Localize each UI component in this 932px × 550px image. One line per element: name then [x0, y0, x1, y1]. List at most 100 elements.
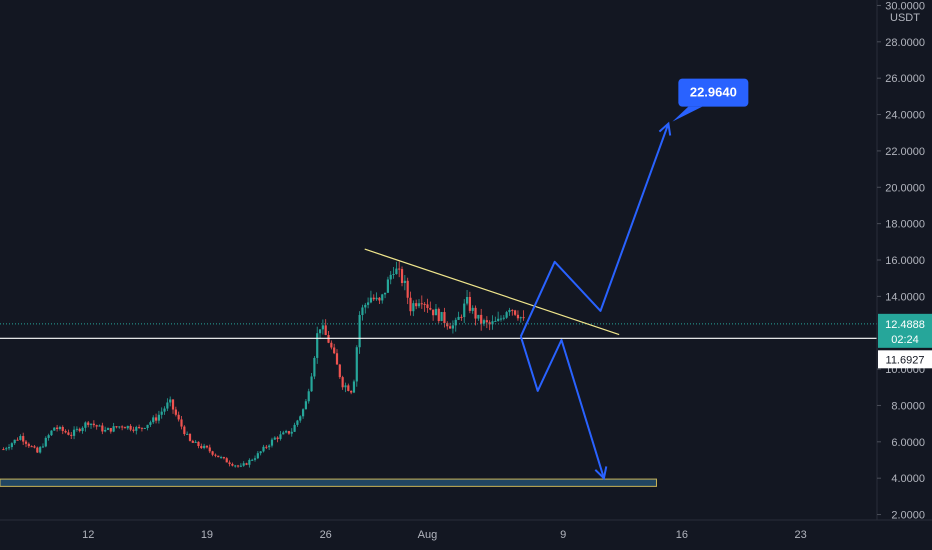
horizontal-level-value: 11.6927 [886, 354, 925, 366]
candle-body [166, 402, 169, 409]
candle-body [58, 426, 62, 430]
candle-body [522, 317, 525, 319]
candle-body [341, 377, 344, 388]
candle-body [499, 318, 503, 320]
x-tick-label: 12 [82, 529, 94, 541]
candle-body [197, 441, 200, 447]
candle-body [443, 312, 446, 324]
candle-body [330, 342, 333, 348]
candle-body [5, 448, 8, 450]
price-axis-background [877, 0, 932, 520]
candle-body [217, 455, 220, 458]
y-tick-label: 14.0000 [885, 291, 925, 303]
candle-body [262, 446, 265, 452]
candle-body [81, 427, 84, 432]
candle-body [123, 427, 127, 429]
candle-body [41, 446, 45, 448]
candle-body [163, 408, 166, 412]
candle-body [494, 320, 497, 322]
candle-body [446, 323, 449, 327]
candle-body [87, 422, 90, 425]
support-zone [0, 478, 657, 487]
candle-body [157, 414, 160, 421]
candle-body [30, 446, 33, 448]
candle-body [259, 451, 262, 454]
candle-body [299, 416, 302, 421]
candle-body [236, 465, 240, 467]
candle-body [398, 268, 401, 270]
candle-body [92, 423, 95, 426]
candle-body [50, 430, 53, 436]
target-callout-label: 22.9640 [690, 85, 737, 100]
candle-body [415, 303, 418, 307]
candle-body [174, 409, 177, 415]
candle-body [203, 445, 206, 449]
drawings-layer: 22.9640 [0, 78, 877, 481]
candle-body [231, 464, 234, 466]
candle-body [61, 426, 64, 431]
candle-body [242, 463, 245, 466]
candle-body [160, 411, 163, 415]
candle-body [256, 453, 259, 459]
candle-body [180, 419, 183, 427]
candle-body [451, 325, 455, 329]
x-tick-label: 19 [201, 529, 213, 541]
candle-body [214, 454, 217, 456]
candle-body [121, 426, 124, 428]
candle-body [338, 364, 341, 378]
candle-body [208, 447, 211, 452]
projection-down-path [519, 336, 605, 479]
candle-body [420, 303, 423, 305]
horizontal-level-tag [878, 350, 932, 369]
candle-body [432, 309, 435, 316]
price-axis[interactable]: USDT 30.0000 28.0000 26.0000 24.0000 22.0000… [876, 0, 932, 522]
candle-body [468, 296, 471, 311]
candle-body [491, 321, 494, 325]
candle-body [333, 347, 336, 354]
candle-body [228, 462, 231, 465]
candle-body [239, 465, 242, 467]
y-tick-label: 28.0000 [885, 37, 925, 49]
candle-body [234, 465, 237, 467]
candle-body [310, 376, 313, 392]
candle-body [56, 427, 59, 430]
candle-body [400, 269, 404, 284]
candle-body [154, 417, 158, 421]
x-tick-label: 23 [795, 529, 807, 541]
candle-body [225, 458, 228, 463]
candle-body [389, 274, 392, 280]
descending-trendline [364, 248, 620, 336]
candle-body [7, 447, 11, 449]
candle-body [375, 297, 378, 300]
candle-body [146, 424, 149, 429]
currency-label: USDT [890, 12, 920, 24]
candle-body [276, 437, 279, 439]
candle-body [47, 435, 50, 438]
candle-body [106, 428, 110, 430]
candle-body [347, 385, 350, 391]
y-tick-label: 6.0000 [891, 437, 925, 449]
x-tick-label: Aug [418, 529, 438, 541]
candle-body [395, 268, 398, 274]
candle-body [95, 425, 98, 427]
candle-body [222, 457, 226, 459]
candle-body [27, 443, 30, 447]
candle-body [70, 434, 73, 436]
candle-body [434, 308, 438, 316]
time-axis[interactable]: 12 19 26 Aug 9 16 23 [0, 519, 932, 541]
candle-body [126, 425, 129, 429]
candle-body [429, 307, 432, 310]
candle-body [482, 320, 486, 324]
candle-body [335, 353, 339, 365]
y-tick-label: 4.0000 [891, 473, 925, 485]
candle-body [321, 325, 324, 330]
candle-body [177, 414, 180, 420]
candle-body [316, 333, 319, 358]
candle-body [367, 302, 370, 305]
y-tick-label: 22.0000 [885, 146, 925, 158]
candle-body [361, 307, 364, 316]
candle-body [392, 273, 395, 275]
target-callout-pointer [672, 106, 703, 122]
